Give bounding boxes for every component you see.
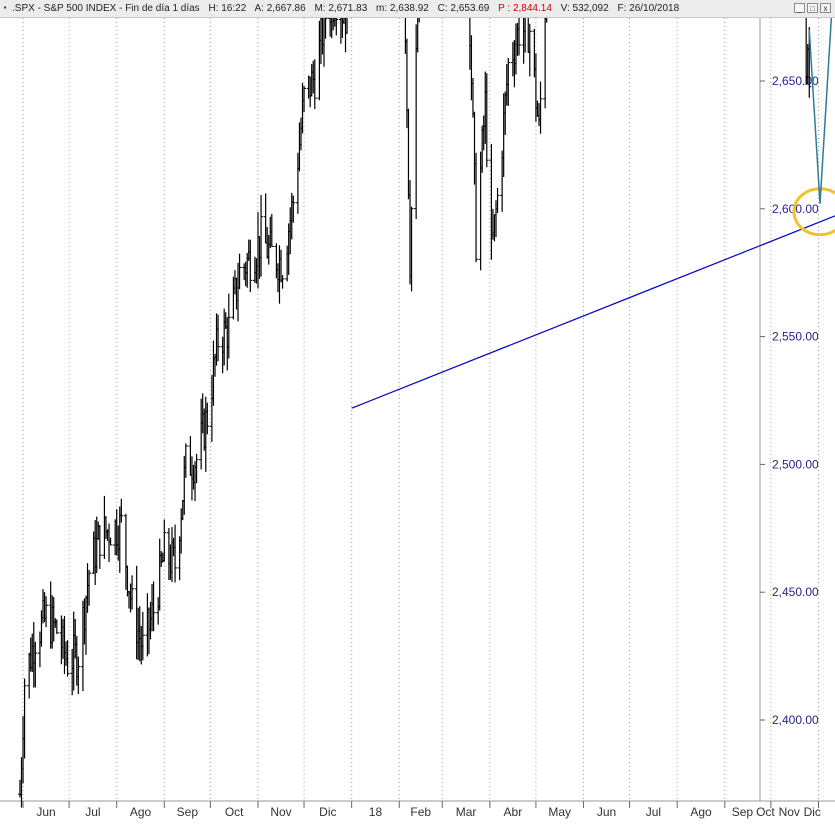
high-value: M: 2,671.83 — [314, 3, 368, 14]
x-tick-label: 18 — [369, 805, 383, 819]
x-tick-label: Nov — [270, 805, 291, 819]
lower-channel-line — [351, 215, 835, 409]
volume-value: V: 532,092 — [560, 3, 609, 14]
x-tick-label: Mar — [456, 805, 477, 819]
y-axis: 2,400.002,450.002,500.002,550.002,600.00… — [760, 74, 819, 727]
open-value: A: 2,667.86 — [254, 3, 306, 14]
highlight-circle — [792, 187, 835, 237]
x-tick-label: Jul — [646, 805, 661, 819]
close-value: C: 2,653.69 — [437, 3, 490, 14]
x-tick-label: Oct — [225, 805, 244, 819]
window-menu-icon[interactable]: ▪ — [3, 3, 7, 12]
x-tick-label: Sep — [177, 805, 199, 819]
x-tick-label: Sep — [732, 805, 754, 819]
title-bar: .SPX - S&P 500 INDEX - Fin de día 1 días… — [0, 0, 835, 18]
x-axis: Jun Jul Ago Sep Oct Nov Dic 18 Feb Mar Abr May Jun Ju… — [22, 801, 821, 819]
x-tick-label: Abr — [504, 805, 523, 819]
grid-lines — [22, 18, 819, 801]
x-tick-label: Jul — [85, 805, 100, 819]
x-tick-label: Ago — [130, 805, 152, 819]
y-tick-label: 2,400.00 — [772, 713, 819, 727]
price-value: P : 2,844.14 — [498, 3, 552, 14]
date-value: F: 26/10/2018 — [617, 3, 680, 14]
low-value: m: 2,638.92 — [376, 3, 429, 14]
y-tick-label: 2,450.00 — [772, 585, 819, 599]
x-tick-label: Ago — [690, 805, 712, 819]
x-tick-label: May — [548, 805, 571, 819]
price-bars — [17, 18, 812, 808]
y-tick-label: 2,500.00 — [772, 457, 819, 471]
x-tick-label: Jun — [597, 805, 616, 819]
maximize-button[interactable]: □ — [807, 3, 818, 13]
price-chart[interactable]: 2,400.002,450.002,500.002,550.002,600.00… — [0, 18, 835, 827]
symbol-label: .SPX - S&P 500 INDEX - Fin de día 1 días — [12, 3, 200, 14]
projection-path — [808, 18, 833, 204]
quote-header: .SPX - S&P 500 INDEX - Fin de día 1 días… — [12, 0, 685, 17]
x-tick-label: Dic — [319, 805, 336, 819]
x-tick-label: Feb — [410, 805, 431, 819]
close-button[interactable]: x — [820, 3, 831, 13]
x-tick-label: Nov — [779, 805, 800, 819]
x-tick-label: Oct — [756, 805, 775, 819]
x-tick-label: Jun — [36, 805, 55, 819]
annotations — [351, 18, 835, 409]
hour-value: H: 16:22 — [208, 3, 247, 14]
minimize-button[interactable]: _ — [794, 3, 805, 13]
x-tick-label: Dic — [804, 805, 821, 819]
y-tick-label: 2,550.00 — [772, 330, 819, 344]
